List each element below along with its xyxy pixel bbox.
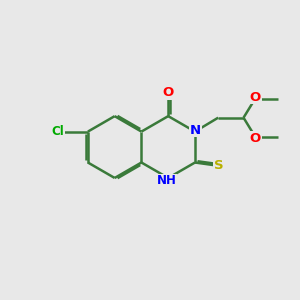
- Text: O: O: [250, 132, 261, 145]
- Text: NH: NH: [157, 174, 177, 188]
- Text: Cl: Cl: [52, 125, 64, 138]
- Text: O: O: [163, 86, 174, 99]
- Text: O: O: [250, 91, 261, 103]
- Text: N: N: [190, 124, 201, 136]
- Text: S: S: [214, 159, 224, 172]
